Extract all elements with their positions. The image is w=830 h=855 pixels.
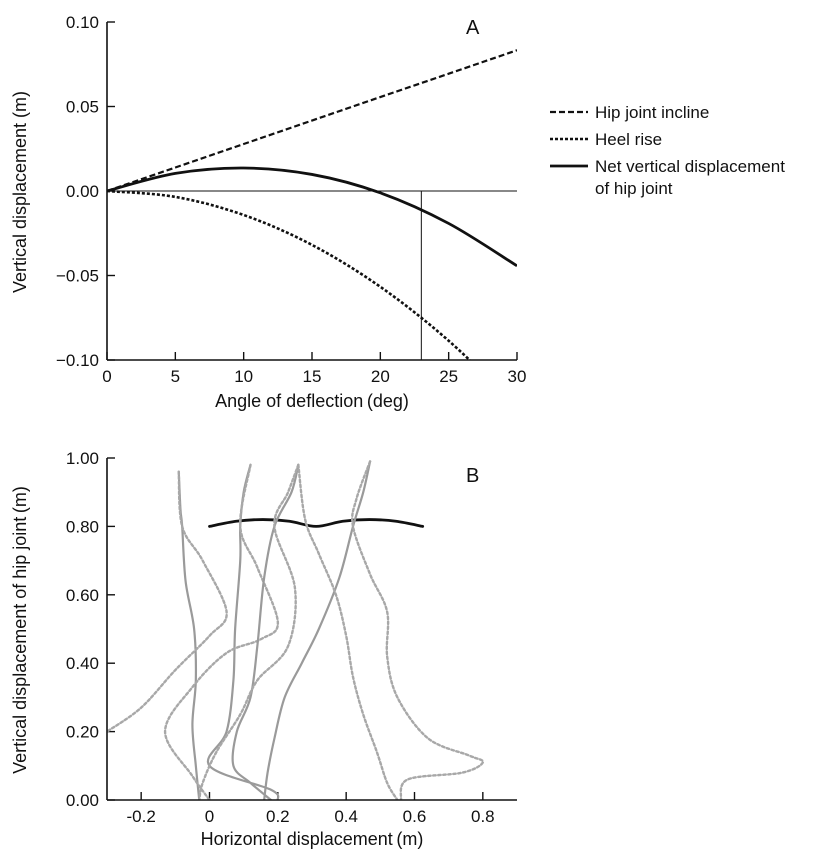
panel-b-x-tick-label: 0.6 bbox=[403, 807, 427, 826]
panel-a-y-ticks: −0.10 −0.05 0.00 0.05 0.10 bbox=[56, 13, 115, 370]
panel-a-x-tick-label: 10 bbox=[234, 367, 253, 386]
hip-joint-trajectory bbox=[208, 518, 425, 528]
panel-a-x-tick-label: 5 bbox=[171, 367, 180, 386]
panel-b: B 0.00 0.20 0.40 0.60 0.80 1.00 -0.2 0 0.2 0.4 0.… bbox=[10, 449, 517, 849]
panel-b-y-tick-label: 0.20 bbox=[66, 723, 99, 742]
panel-a-reference-lines bbox=[107, 190, 517, 360]
panel-b-y-ticks: 0.00 0.20 0.40 0.60 0.80 1.00 bbox=[66, 449, 115, 810]
series-heel-rise bbox=[107, 189, 472, 360]
panel-a-x-tick-label: 30 bbox=[508, 367, 527, 386]
panel-b-y-tick-label: 1.00 bbox=[66, 449, 99, 468]
panel-a-y-axis-title: Vertical displacement (m) bbox=[10, 91, 30, 293]
legend-label-net-vertical-displacement-line2: of hip joint bbox=[595, 179, 673, 198]
leg-trace-6 bbox=[198, 463, 300, 800]
series-hip-joint-incline bbox=[107, 49, 517, 193]
panel-b-letter: B bbox=[466, 465, 479, 487]
panel-a-y-tick-label: −0.10 bbox=[56, 351, 99, 370]
panel-b-x-tick-label: 0.8 bbox=[471, 807, 495, 826]
leg-trace-8 bbox=[350, 460, 485, 800]
panel-a-series bbox=[107, 49, 517, 360]
leg-trace-5 bbox=[231, 463, 300, 800]
panel-a-y-tick-label: −0.05 bbox=[56, 267, 99, 286]
panel-b-x-tick-label: 0.2 bbox=[266, 807, 290, 826]
panel-b-y-tick-label: 0.60 bbox=[66, 586, 99, 605]
series-net-vertical-displacement-of-hip-joint bbox=[107, 166, 517, 268]
panel-b-x-tick-label: 0 bbox=[205, 807, 214, 826]
leg-trace-9 bbox=[297, 463, 399, 800]
leg-trace-4 bbox=[163, 463, 280, 800]
panel-b-y-axis-title: Vertical displacement of hip joint (m) bbox=[10, 486, 30, 774]
panel-b-series bbox=[107, 460, 485, 800]
panel-b-x-axis-title: Horizontal displacement (m) bbox=[201, 829, 424, 849]
panel-a-y-tick-label: 0.05 bbox=[66, 98, 99, 117]
panel-b-x-tick-label: -0.2 bbox=[127, 807, 156, 826]
panel-a-letter: A bbox=[466, 17, 480, 39]
leg-trace-2 bbox=[107, 470, 228, 733]
panel-b-y-tick-label: 0.00 bbox=[66, 791, 99, 810]
panel-a-y-tick-label: 0.10 bbox=[66, 13, 99, 32]
panel-a-x-axis-title: Angle of deflection (deg) bbox=[215, 391, 409, 411]
panel-a-x-tick-label: 0 bbox=[102, 367, 111, 386]
panel-a-x-tick-label: 15 bbox=[303, 367, 322, 386]
leg-trace-7 bbox=[263, 460, 372, 800]
panel-a-x-ticks: 0 5 10 15 20 25 30 bbox=[102, 352, 526, 386]
panel-a: A −0.10 −0.05 0.00 0.05 0.10 0 5 10 15 20 25 30 An… bbox=[10, 13, 526, 411]
legend: Hip joint incline Heel rise Net vertical… bbox=[550, 103, 785, 198]
legend-label-net-vertical-displacement: Net vertical displacement bbox=[595, 157, 785, 176]
panel-a-y-tick-label: 0.00 bbox=[66, 182, 99, 201]
legend-label-heel-rise: Heel rise bbox=[595, 130, 662, 149]
legend-label-hip-joint-incline: Hip joint incline bbox=[595, 103, 709, 122]
panel-a-x-tick-label: 25 bbox=[439, 367, 458, 386]
panel-a-x-tick-label: 20 bbox=[371, 367, 390, 386]
panel-b-x-ticks: -0.2 0 0.2 0.4 0.6 0.8 bbox=[127, 792, 495, 826]
panel-b-x-tick-label: 0.4 bbox=[334, 807, 358, 826]
panel-b-y-tick-label: 0.80 bbox=[66, 517, 99, 536]
panel-b-y-tick-label: 0.40 bbox=[66, 654, 99, 673]
